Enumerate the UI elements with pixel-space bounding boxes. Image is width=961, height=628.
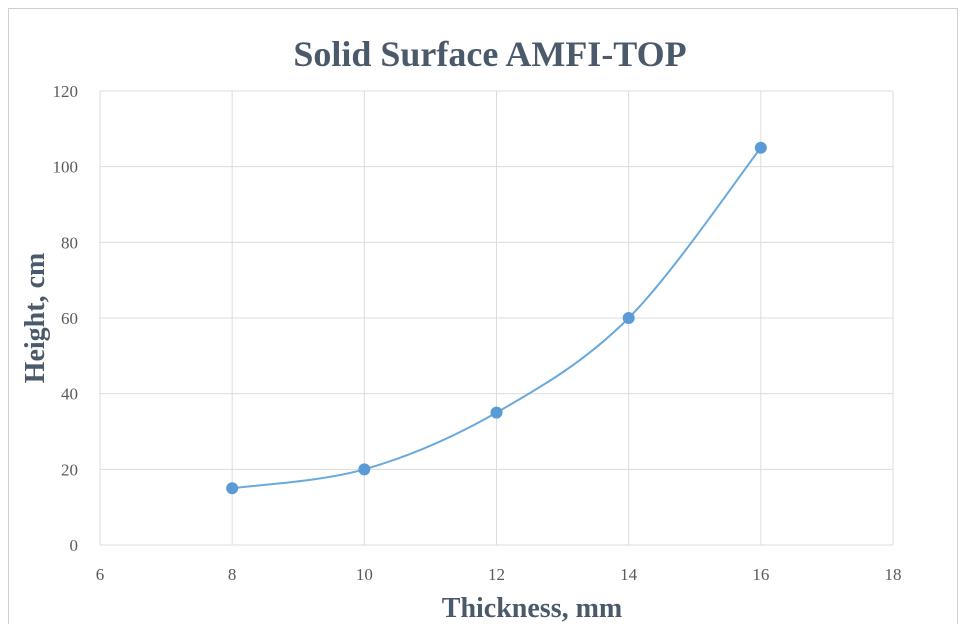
x-tick-label: 18	[885, 565, 902, 584]
x-axis-title: Thickness, mm	[442, 593, 622, 624]
y-tick-label: 0	[70, 536, 79, 555]
x-tick-label: 16	[752, 565, 769, 584]
x-tick-label: 12	[488, 565, 505, 584]
data-point	[490, 406, 503, 419]
x-tick-label: 14	[620, 565, 638, 584]
gridlines	[99, 90, 894, 546]
y-tick-labels: 0 20 40 60 80 100 120	[53, 82, 79, 555]
chart-frame	[8, 8, 958, 624]
y-tick-label: 40	[61, 385, 78, 404]
data-point	[622, 312, 635, 324]
y-axis-title: Height, cm	[20, 253, 51, 384]
y-tick-label: 20	[61, 460, 78, 479]
x-tick-label: 10	[356, 565, 373, 584]
y-tick-label: 80	[61, 233, 78, 252]
data-point	[754, 141, 767, 154]
x-tick-labels: 6 8 10 12 14 16 18	[96, 565, 902, 584]
y-tick-label: 100	[53, 158, 79, 177]
data-points	[226, 141, 767, 495]
data-point	[226, 482, 239, 495]
x-tick-label: 8	[228, 565, 237, 584]
y-tick-label: 120	[53, 82, 79, 101]
data-point	[358, 463, 371, 476]
y-tick-label: 60	[61, 309, 78, 328]
x-tick-label: 6	[96, 565, 105, 584]
chart-title: Solid Surface AMFI-TOP	[293, 34, 686, 74]
